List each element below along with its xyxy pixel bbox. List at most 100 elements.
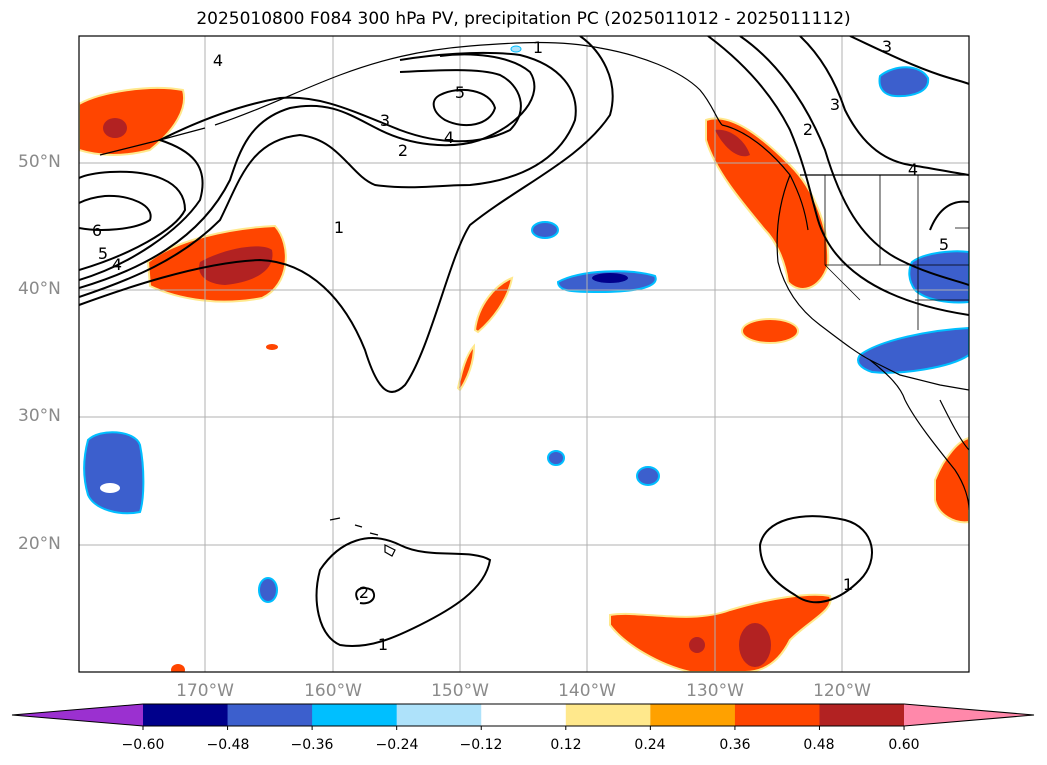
contour-6	[79, 194, 152, 231]
graticule	[79, 36, 969, 672]
contour-2	[79, 51, 577, 298]
precip-neg-small-1	[258, 577, 278, 603]
lat-label-50n: 50°N	[18, 152, 61, 172]
precip-blob-small	[266, 344, 278, 350]
colorbar-segment	[143, 704, 229, 726]
contour-south-1	[315, 537, 492, 647]
precip-neg-ne	[878, 66, 930, 98]
precip-neg-small-2	[531, 221, 559, 239]
colorbar-segment	[565, 704, 651, 726]
precip-neg-small-3	[547, 450, 565, 466]
precip-streak-1	[473, 276, 514, 334]
colorbar	[11, 703, 1035, 730]
colorbar-segment	[227, 704, 313, 726]
precip-streak-2	[456, 343, 476, 392]
precip-neg-small-4	[636, 466, 660, 486]
coastlines	[99, 41, 969, 557]
contour-label-3-ne: 3	[882, 37, 892, 56]
colorbar-segment	[481, 704, 567, 726]
contour-5-b	[432, 88, 497, 127]
contour-label-4-north: 4	[213, 51, 223, 70]
colorbar-segment	[819, 704, 905, 726]
contour-label-2: 2	[398, 141, 408, 160]
contour-label-6: 6	[92, 221, 102, 240]
colorbar-tick: −0.60	[121, 737, 165, 753]
colorbar-tick: 0.60	[888, 737, 920, 753]
lat-label-30n: 30°N	[18, 406, 61, 426]
mexico-mainland	[939, 399, 969, 451]
contour-label-2-south: 2	[359, 583, 369, 602]
bc-coast	[721, 124, 809, 231]
precip-blob-nw	[79, 87, 186, 156]
colorbar-segment	[650, 704, 736, 726]
contour-label-3-east: 3	[830, 95, 840, 114]
colorbar-tick: 0.24	[634, 737, 666, 753]
lon-label-130w: 130°W	[686, 681, 744, 701]
precip-neg-west-hole	[100, 483, 120, 493]
lat-label-20n: 20°N	[18, 534, 61, 554]
contour-label-4-east: 4	[908, 160, 918, 179]
colorbar-tick: 0.48	[803, 737, 835, 753]
contour-east-2	[739, 36, 969, 286]
contour-label-2-east: 2	[803, 120, 813, 139]
contour-east-3	[799, 36, 969, 176]
precip-core-nw	[103, 118, 127, 138]
us-west-coast	[776, 174, 906, 401]
precip-neg-central-core	[592, 273, 628, 283]
colorbar-segment	[734, 704, 820, 726]
colorbar-tick: −0.12	[459, 737, 503, 753]
contour-label-5: 5	[455, 83, 465, 102]
contour-label-5-east: 5	[939, 235, 949, 254]
contour-south-2	[355, 587, 376, 605]
colorbar-tick: 0.12	[550, 737, 582, 753]
pv-contours	[79, 36, 969, 647]
hawaii-islands	[329, 517, 396, 557]
contour-label-1-south: 1	[378, 635, 388, 654]
lat-label-40n: 40°N	[18, 279, 61, 299]
contour-east-4	[849, 36, 969, 85]
contour-labels: 1 2 3 4 5 6 5 4 4 1 2 3 3 4 5 2 1 1	[92, 37, 949, 654]
colorbar-extend-right	[904, 704, 1034, 726]
precip-neg-sw	[857, 326, 969, 374]
precip-core-pnw	[715, 129, 750, 157]
lon-label-140w: 140°W	[558, 681, 616, 701]
lon-label-120w: 120°W	[813, 681, 871, 701]
map-title: 2025010800 F084 300 hPa PV, precipitatio…	[196, 9, 851, 29]
contour-label-4-west: 4	[112, 255, 122, 274]
contour-5-a	[79, 170, 187, 271]
contour-label-1: 1	[334, 218, 344, 237]
contour-east-lower	[758, 515, 873, 604]
contour-label-3: 3	[380, 111, 390, 130]
precip-core-tropics-1	[739, 623, 771, 667]
colorbar-tick: 0.36	[719, 737, 751, 753]
colorbar-tick: −0.24	[375, 737, 419, 753]
contour-east-1	[707, 36, 969, 316]
lon-label-160w: 160°W	[304, 681, 362, 701]
contour-label-1-southeast: 1	[843, 575, 853, 594]
contour-label-5-west: 5	[98, 244, 108, 263]
lon-label-170w: 170°W	[176, 681, 234, 701]
precip-blob-sw-corner	[171, 664, 185, 672]
colorbar-tick: −0.36	[290, 737, 334, 753]
precip-core-tropics-2	[689, 637, 705, 653]
contour-label-4: 4	[444, 128, 454, 147]
contour-3	[79, 53, 536, 289]
contour-label-1-north: 1	[533, 38, 543, 57]
colorbar-extend-left	[12, 704, 143, 726]
colorbar-segment	[312, 704, 398, 726]
contour-1	[79, 36, 614, 393]
lon-label-150w: 150°W	[431, 681, 489, 701]
contour-east-5	[929, 200, 969, 231]
alaska-coast	[214, 41, 723, 126]
precip-positive-areas	[79, 87, 969, 672]
baja	[904, 399, 969, 511]
us-mexico-border	[869, 359, 969, 391]
precip-coast-pnw	[705, 117, 830, 290]
precip-core-dateline	[199, 246, 273, 285]
state-lines	[824, 175, 969, 330]
colorbar-segment	[396, 704, 482, 726]
contour-4	[79, 69, 522, 281]
precip-blob-calif	[741, 318, 799, 344]
map-plot-area: 1 2 3 4 5 6 5 4 4 1 2 3 3 4 5 2 1 1	[79, 36, 969, 672]
